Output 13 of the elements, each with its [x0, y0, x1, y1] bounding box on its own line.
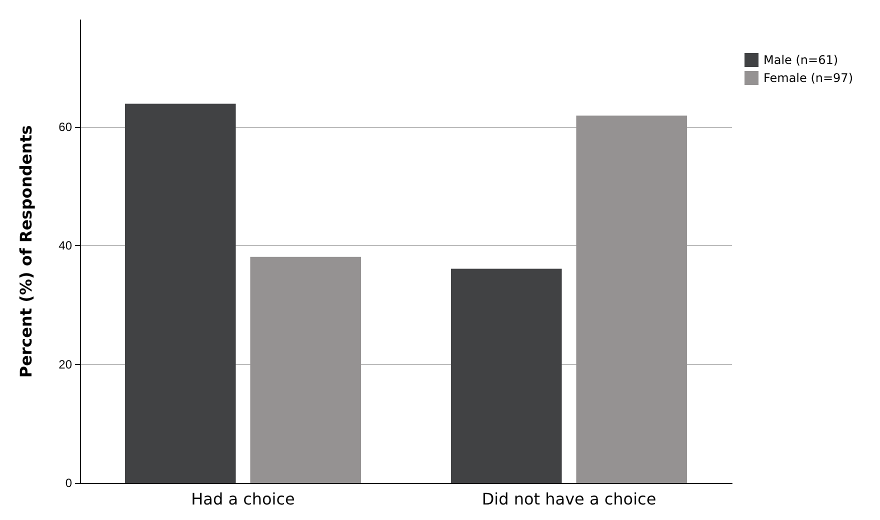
- y-tick-label: 20: [58, 357, 72, 372]
- legend-label: Male (n=61): [764, 53, 838, 67]
- y-tick-label: 0: [65, 476, 72, 490]
- x-tick-label: Had a choice: [191, 490, 295, 508]
- y-tick-label: 40: [58, 238, 72, 253]
- x-tick-label: Did not have a choice: [482, 490, 656, 508]
- bar: [124, 104, 236, 483]
- bar: [450, 268, 562, 483]
- y-tick-label: 60: [58, 120, 72, 134]
- legend-label: Female (n=97): [764, 71, 854, 85]
- y-axis-title: Percent (%) of Respondents: [16, 125, 36, 378]
- bar: [576, 116, 688, 483]
- bar: [250, 256, 362, 483]
